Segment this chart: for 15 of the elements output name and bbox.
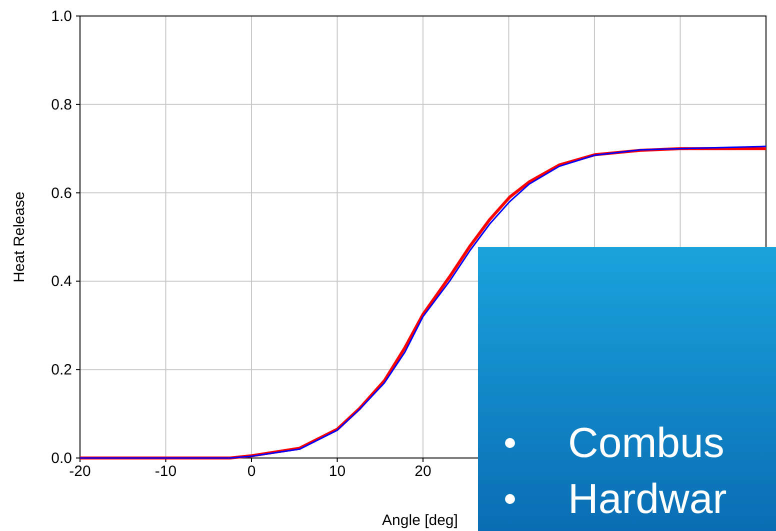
y-axis-title: Heat Release <box>11 192 28 282</box>
x-tick-label: -20 <box>69 463 91 480</box>
annotation: Combus <box>568 419 724 466</box>
y-tick-label: 1.0 <box>51 8 72 25</box>
x-tick-label: 0 <box>247 463 256 480</box>
y-tick-label: 0.0 <box>51 450 72 467</box>
y-tick-label: 0.6 <box>51 184 72 202</box>
x-tick-label: 20 <box>414 463 432 480</box>
x-tick-label: -10 <box>154 463 177 480</box>
y-tick-label: 0.2 <box>51 362 72 379</box>
y-tick-label: 0.4 <box>51 273 72 290</box>
x-tick-label: 10 <box>328 463 346 480</box>
slide-panel: Combus Hardwar <box>478 247 776 531</box>
x-axis-title: Angle [deg] <box>382 512 458 529</box>
y-tick-label: 0.8 <box>51 96 72 114</box>
